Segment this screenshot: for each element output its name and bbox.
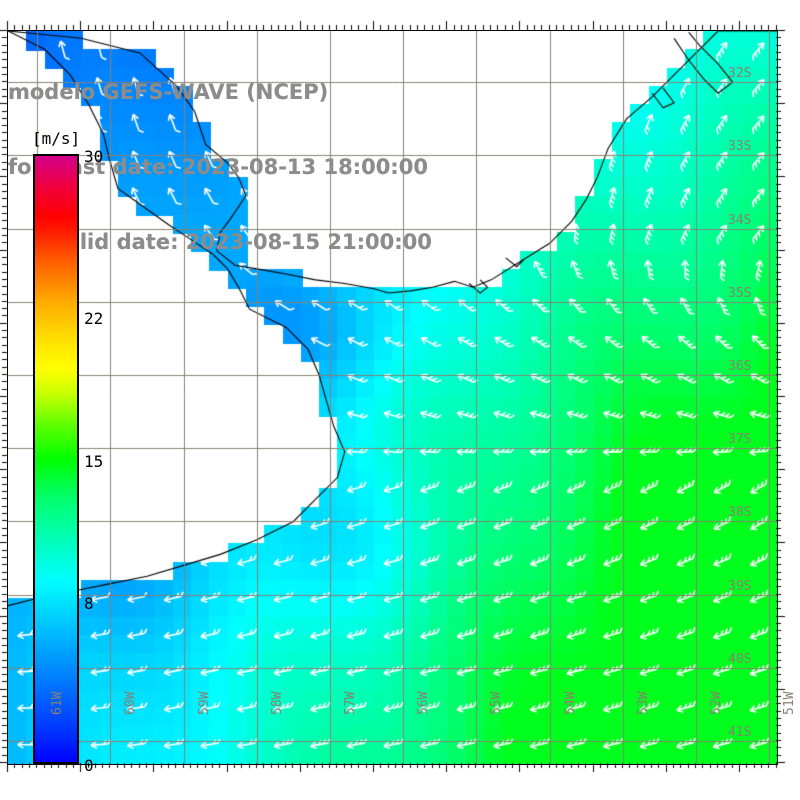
latitude-label-38S: 38S [728, 505, 752, 521]
longitude-label-59W: 59W [196, 691, 212, 715]
title-line-model: modelo GEFS-WAVE (NCEP) [8, 80, 329, 104]
colorbar-gradient [33, 154, 79, 764]
colorbar-tick-15: 15 [84, 451, 104, 471]
latitude-label-37S: 37S [728, 432, 752, 448]
longitude-label-57W: 57W [343, 691, 359, 715]
latitude-label-34S: 34S [728, 212, 752, 228]
colorbar-unit-label: [m/s] [32, 129, 81, 148]
longitude-label-52W: 52W [709, 691, 725, 715]
title-line-forecast-date: forecast date: 2023-08-13 18:00:00 [8, 155, 428, 179]
longitude-label-55W: 55W [489, 691, 505, 715]
longitude-label-61W: 61W [50, 691, 66, 715]
colorbar[interactable] [33, 154, 81, 766]
latitude-label-40S: 40S [728, 651, 752, 667]
colorbar-tick-0: 0 [84, 756, 94, 775]
colorbar-tick-22: 22 [84, 309, 104, 329]
colorbar-tick-30: 30 [84, 147, 104, 166]
longitude-label-54W: 54W [562, 691, 578, 715]
colorbar-tick-8: 8 [84, 593, 94, 613]
longitude-label-56W: 56W [416, 691, 432, 715]
latitude-label-39S: 39S [728, 578, 752, 594]
longitude-label-58W: 58W [269, 691, 285, 715]
title-line-valid-date: valid date: 2023-08-15 21:00:00 [52, 230, 432, 254]
latitude-label-35S: 35S [728, 285, 752, 301]
latitude-label-32S: 32S [728, 66, 752, 82]
page-title: modelo GEFS-WAVE (NCEP) forecast date: 2… [8, 30, 648, 305]
longitude-label-60W: 60W [123, 691, 139, 715]
latitude-label-36S: 36S [728, 359, 752, 375]
longitude-label-51W: 51W [782, 691, 798, 715]
longitude-label-53W: 53W [635, 691, 651, 715]
latitude-label-41S: 41S [728, 725, 752, 741]
latitude-label-33S: 33S [728, 139, 752, 155]
